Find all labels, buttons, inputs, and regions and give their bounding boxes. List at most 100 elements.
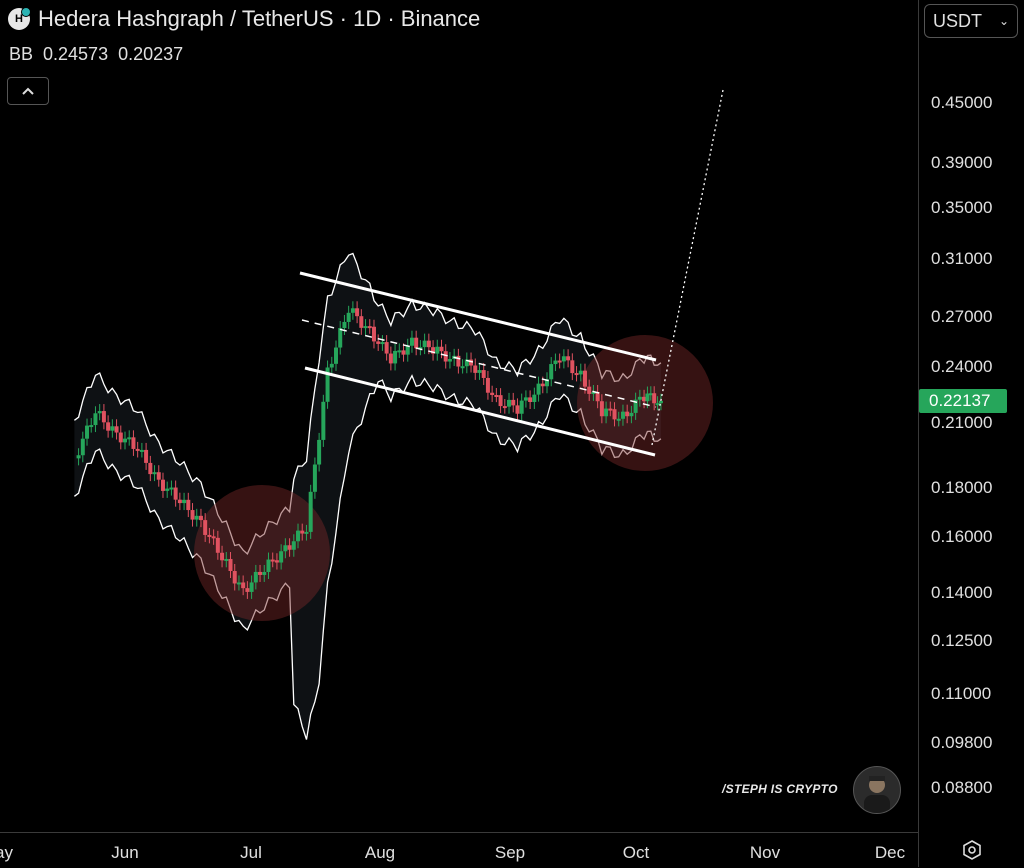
highlight-circle-october <box>577 335 713 471</box>
chart-header: H Hedera Hashgraph / TetherUS · 1D · Bin… <box>8 6 480 32</box>
time-tick-label: Oct <box>622 843 650 862</box>
candle-up <box>620 411 625 419</box>
candle-up <box>334 347 338 364</box>
chart-area[interactable] <box>0 0 918 832</box>
time-tick-label: Aug <box>364 843 396 862</box>
bollinger-upper-line <box>74 252 662 555</box>
candle-down <box>481 370 486 378</box>
candle-up <box>604 408 609 417</box>
price-tick-label: 0.27000 <box>931 307 993 327</box>
candle-down <box>114 426 119 433</box>
candle-down <box>287 545 292 550</box>
candle-up <box>477 370 482 373</box>
projection-line <box>651 89 724 446</box>
time-tick-label: Jul <box>240 843 262 862</box>
candle-down <box>106 422 111 431</box>
candle-down <box>557 360 562 363</box>
candle-up <box>279 551 284 563</box>
indicator-name: BB <box>9 44 34 64</box>
candle-down <box>431 347 436 354</box>
candle-down <box>443 351 448 362</box>
indicator-lower-value: 0.20237 <box>118 44 184 64</box>
candle-up <box>616 418 621 421</box>
candle-down <box>245 588 250 592</box>
candle-down <box>540 383 545 387</box>
candle-down <box>148 462 153 475</box>
price-chart[interactable] <box>0 0 918 832</box>
candle-up <box>507 399 512 407</box>
hedera-logo-icon: H <box>8 7 31 30</box>
indicator-legend[interactable]: BB 0.24573 0.20237 <box>9 44 183 65</box>
candle-up <box>165 488 170 491</box>
author-avatar <box>853 766 901 814</box>
candle-up <box>532 394 537 402</box>
candle-up <box>648 393 653 396</box>
candle-down <box>135 448 140 451</box>
candle-down <box>587 386 592 394</box>
candle-down <box>652 393 657 404</box>
time-tick-label: Jun <box>111 843 139 862</box>
price-tick-label: 0.24000 <box>931 356 993 376</box>
candle-up <box>435 346 440 354</box>
candle-up <box>460 366 465 369</box>
chevron-down-icon: ⌄ <box>998 14 1009 28</box>
candle-up <box>93 413 98 426</box>
candle-down <box>367 326 372 329</box>
price-tick-label: 0.09800 <box>931 732 993 752</box>
settings-hexagon-icon[interactable] <box>962 840 982 860</box>
collapse-legend-button[interactable] <box>7 77 49 105</box>
candle-down <box>228 558 233 572</box>
symbol-title[interactable]: Hedera Hashgraph / TetherUS · 1D · Binan… <box>38 6 481 31</box>
candle-up <box>655 403 660 406</box>
price-axis[interactable]: USDT ⌄ 0.45000 0.39000 0.35000 0.31000 0.270… <box>918 0 1024 867</box>
price-tick-label: 0.08800 <box>931 778 993 797</box>
time-tick-label: Sep <box>494 843 526 862</box>
candle-up <box>194 515 199 520</box>
candle-up <box>236 582 241 585</box>
candle-up <box>346 312 351 322</box>
candle-up <box>578 370 583 375</box>
price-tick-label: 0.45000 <box>931 93 993 112</box>
candle-up <box>342 321 347 329</box>
candle-down <box>599 401 604 417</box>
candle-up <box>80 438 85 456</box>
candle-down <box>608 408 613 411</box>
currency-select[interactable]: USDT ⌄ <box>924 4 1018 38</box>
candle-up <box>304 531 309 534</box>
currency-label: USDT <box>933 10 982 31</box>
candle-down <box>485 377 490 393</box>
candle-down <box>198 515 203 521</box>
candle-up <box>312 464 317 492</box>
channel-midline <box>301 319 657 408</box>
candle-up <box>182 499 187 504</box>
candle-up <box>633 399 638 413</box>
candle-up <box>317 439 322 465</box>
price-tick-label: 0.21000 <box>931 412 993 432</box>
candle-up <box>519 400 524 414</box>
candle-up <box>97 411 102 414</box>
price-tick-label: 0.16000 <box>931 527 993 547</box>
candle-down <box>144 449 149 463</box>
candle-up <box>553 360 558 365</box>
logo-letter: H <box>15 13 23 25</box>
candle-down <box>101 411 106 423</box>
candle-up <box>283 545 288 552</box>
candle-down <box>498 395 503 407</box>
candle-up <box>338 328 343 348</box>
candle-up <box>637 396 642 400</box>
time-tick-label: Dec <box>874 843 906 862</box>
candle-up <box>405 345 410 355</box>
candle-down <box>203 520 208 535</box>
candle-up <box>139 449 144 452</box>
current-price: 0.22137 <box>929 390 991 410</box>
candle-up <box>545 379 549 387</box>
candle-up <box>224 558 229 561</box>
candle-down <box>456 355 461 367</box>
candle-up <box>321 401 326 440</box>
candle-down <box>300 530 305 534</box>
candle-down <box>241 582 246 589</box>
price-tick-label: 0.12500 <box>931 630 993 650</box>
candle-down <box>131 437 136 449</box>
candle-down <box>211 536 216 539</box>
time-axis[interactable]: ay Jun Jul Aug Sep Oct Nov Dec <box>0 832 918 868</box>
